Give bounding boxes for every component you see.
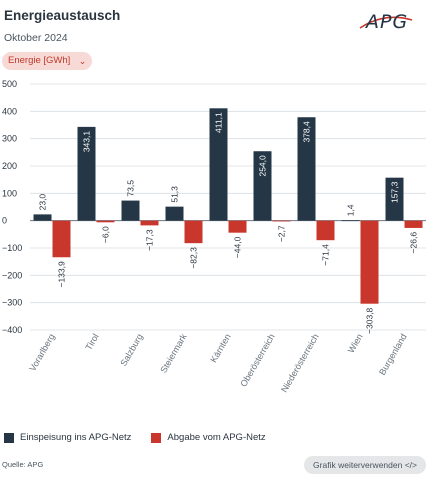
bar-abgabe-ober-sterreich: [272, 220, 291, 222]
data-label: 1,4: [346, 204, 356, 216]
apg-logo: APG: [359, 11, 413, 33]
y-tick-label: 0: [2, 216, 7, 226]
bar-abgabe-tirol: [96, 220, 115, 223]
x-tick-label: Niederösterreich: [279, 332, 321, 394]
bar-chart: 500 400 300 200 100 0 −100 −200 −300 −400 23,0 −133…: [2, 79, 426, 394]
y-tick-label: 200: [2, 161, 17, 171]
bar-abgabe-nieder-sterreich: [316, 220, 335, 241]
y-tick-label: 300: [2, 134, 17, 144]
bar-abgabe-wien: [360, 220, 379, 304]
data-label: 51,3: [170, 186, 180, 203]
data-label: 378,4: [302, 121, 312, 143]
data-label: 73,5: [126, 180, 136, 197]
data-label: −133,9: [57, 261, 67, 288]
y-tick-label: −100: [2, 243, 22, 253]
chart-legend: Einspeisung ins APG-Netz Abgabe vom APG-…: [4, 432, 266, 443]
chart-subtitle: Oktober 2024: [4, 32, 68, 44]
bar-abgabe-k-rnten: [228, 220, 247, 233]
bar-abgabe-vorarlberg: [52, 220, 71, 258]
data-label: 157,3: [390, 181, 400, 203]
bar-abgabe-salzburg: [140, 220, 159, 226]
x-tick-label: Wien: [346, 332, 365, 355]
x-tick-label: Salzburg: [118, 332, 144, 368]
bar-abgabe-burgenland: [404, 220, 423, 228]
y-tick-label: 400: [2, 106, 17, 116]
legend-swatch-einspeisung: [4, 432, 14, 443]
x-tick-label: Oberösterreich: [238, 332, 276, 389]
data-label: −2,7: [277, 225, 287, 242]
y-tick-label: −300: [2, 298, 22, 308]
legend-item-einspeisung[interactable]: Einspeisung ins APG-Netz: [4, 432, 131, 443]
bar-einspeisung-wien: [341, 220, 360, 222]
bar-abgabe-steiermark: [184, 220, 203, 244]
data-label: −71,4: [321, 244, 331, 266]
y-tick-label: 500: [2, 79, 17, 89]
x-tick-label: Burgenland: [377, 332, 409, 377]
x-tick-label: Vorarlberg: [27, 332, 56, 373]
data-label: −82,3: [189, 247, 199, 269]
data-label: 411,1: [214, 112, 224, 133]
logo-text: APG: [364, 11, 408, 33]
bar-einspeisung-k-rnten: [209, 108, 228, 221]
data-label: 343,1: [82, 131, 92, 153]
data-label: 254,0: [258, 155, 268, 177]
bar-einspeisung-tirol: [77, 126, 96, 221]
x-tick-label: Steiermark: [158, 332, 189, 375]
legend-label-einspeisung: Einspeisung ins APG-Netz: [20, 432, 132, 443]
logo-swoosh-icon: [359, 16, 413, 29]
y-tick-label: −200: [2, 270, 22, 280]
legend-item-abgabe[interactable]: Abgabe vom APG-Netz: [151, 432, 266, 443]
bar-einspeisung-burgenland: [385, 177, 404, 221]
energy-unit-dropdown[interactable]: Energie [GWh] ⌄: [2, 52, 93, 70]
chart-title: Energieaustausch: [4, 8, 121, 23]
reuse-graphic-button[interactable]: Grafik weiterverwenden </>: [304, 456, 426, 474]
data-label: 23,0: [38, 194, 48, 211]
data-label: −44,0: [233, 236, 243, 258]
legend-label-abgabe: Abgabe vom APG-Netz: [167, 432, 266, 443]
bar-einspeisung-salzburg: [121, 200, 140, 221]
x-tick-label: Tirol: [83, 332, 100, 352]
data-label: −17,3: [145, 229, 155, 251]
bar-einspeisung-ober-sterreich: [253, 151, 272, 221]
bar-einspeisung-steiermark: [165, 206, 184, 221]
y-tick-label: −400: [2, 325, 22, 335]
data-label: −6,0: [101, 226, 111, 243]
bar-einspeisung-vorarlberg: [33, 214, 52, 221]
source-note: Quelle: APG: [2, 460, 44, 469]
x-tick-label: Kärnten: [208, 332, 232, 364]
data-label: −26,6: [409, 232, 419, 254]
data-label: −303,8: [365, 307, 375, 334]
y-tick-label: 100: [2, 188, 17, 198]
dropdown-label: Energie [GWh]: [8, 55, 71, 66]
legend-swatch-abgabe: [151, 432, 162, 443]
bar-einspeisung-nieder-sterreich: [297, 117, 316, 221]
chevron-down-icon: ⌄: [78, 56, 87, 66]
